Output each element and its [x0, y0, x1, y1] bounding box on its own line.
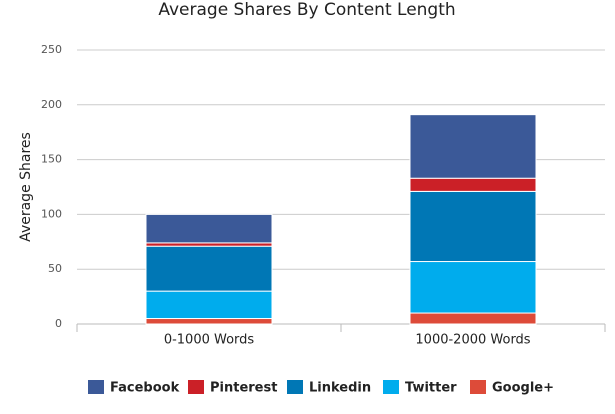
legend-label: Linkedin: [309, 381, 371, 396]
bar-segment: [409, 261, 537, 314]
bar-segment: [409, 177, 537, 192]
y-tick-label: 250: [41, 43, 62, 56]
y-axis-label: Average Shares: [18, 132, 34, 242]
bar-segment: [409, 114, 537, 179]
y-tick-label: 100: [41, 207, 62, 220]
y-tick-label: 50: [48, 262, 62, 275]
x-tick-label: 0-1000 Words: [164, 333, 255, 348]
bar-segment: [145, 245, 273, 292]
x-tick-label: 1000-2000 Words: [415, 333, 530, 348]
legend-swatch: [287, 380, 303, 394]
y-tick-label: 200: [41, 98, 62, 111]
bar-segment: [409, 312, 537, 325]
legend-swatch: [188, 380, 204, 394]
legend-label: Facebook: [110, 381, 180, 396]
legend-swatch: [383, 380, 399, 394]
bar-segment: [145, 318, 273, 325]
legend-label: Twitter: [405, 381, 457, 396]
y-tick-label: 150: [41, 153, 62, 166]
bar-segment: [145, 213, 273, 244]
legend-swatch: [470, 380, 486, 394]
legend-label: Pinterest: [210, 381, 277, 396]
y-tick-label: 0: [55, 317, 62, 330]
legend-swatch: [88, 380, 104, 394]
bar-segment: [409, 190, 537, 263]
chart-title: Average Shares By Content Length: [158, 0, 455, 20]
legend-label: Google+: [492, 381, 554, 396]
bar-segment: [145, 290, 273, 320]
